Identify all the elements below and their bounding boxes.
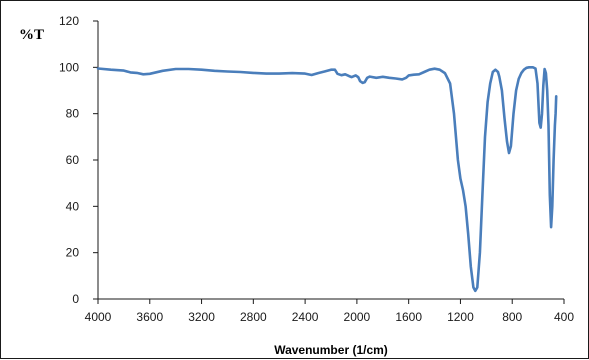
y-tick-label: 60 <box>66 153 80 167</box>
x-tick-label: 1600 <box>395 310 422 324</box>
y-ticks: 0 20 40 60 80 100 120 <box>59 14 98 306</box>
x-tick-label: 3200 <box>188 310 215 324</box>
y-tick-label: 0 <box>72 292 79 306</box>
x-tick-label: 800 <box>502 310 522 324</box>
x-tick-label: 400 <box>554 310 574 324</box>
y-tick-label: 100 <box>59 60 79 74</box>
x-tick-label: 1200 <box>447 310 474 324</box>
y-tick-label: 40 <box>66 199 80 213</box>
x-axis-title: Wavenumber (1/cm) <box>274 343 388 357</box>
y-tick-label: 120 <box>59 14 79 28</box>
x-tick-label: 4000 <box>85 310 112 324</box>
x-tick-label: 2000 <box>344 310 371 324</box>
y-axis-title: %T <box>19 27 44 43</box>
series-line <box>96 66 558 293</box>
x-ticks: 4000 3600 3200 2800 2400 2000 1600 1200 800 400 <box>85 299 574 324</box>
x-tick-label: 2800 <box>240 310 267 324</box>
y-tick-label: 20 <box>66 246 80 260</box>
x-tick-label: 2400 <box>292 310 319 324</box>
x-tick-label: 3600 <box>136 310 163 324</box>
y-tick-label: 80 <box>66 107 80 121</box>
